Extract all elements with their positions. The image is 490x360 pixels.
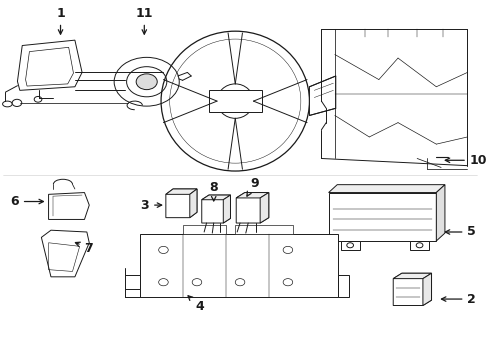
Circle shape — [12, 99, 22, 107]
Text: 11: 11 — [136, 7, 153, 34]
Polygon shape — [310, 76, 336, 116]
Polygon shape — [209, 90, 262, 112]
Polygon shape — [223, 195, 230, 223]
Circle shape — [235, 279, 245, 286]
Polygon shape — [329, 193, 436, 241]
Polygon shape — [49, 193, 89, 220]
Text: 9: 9 — [247, 177, 259, 196]
Polygon shape — [125, 275, 140, 289]
Polygon shape — [123, 68, 135, 94]
Text: 5: 5 — [445, 225, 476, 238]
Circle shape — [347, 243, 353, 248]
Polygon shape — [423, 273, 432, 306]
Text: 7: 7 — [75, 242, 93, 255]
Circle shape — [136, 74, 157, 90]
Circle shape — [283, 246, 293, 253]
Circle shape — [283, 279, 293, 286]
Polygon shape — [260, 193, 269, 223]
Polygon shape — [166, 189, 197, 194]
Polygon shape — [436, 185, 445, 241]
Circle shape — [126, 67, 167, 97]
Circle shape — [159, 279, 168, 286]
Polygon shape — [202, 195, 230, 200]
Circle shape — [416, 243, 423, 248]
Text: 4: 4 — [188, 296, 204, 313]
Polygon shape — [338, 275, 349, 297]
Circle shape — [114, 57, 179, 106]
Text: 3: 3 — [141, 199, 162, 212]
Polygon shape — [410, 241, 429, 250]
Polygon shape — [236, 193, 269, 198]
Text: 8: 8 — [209, 181, 218, 201]
Polygon shape — [235, 225, 293, 234]
Polygon shape — [18, 40, 82, 90]
Polygon shape — [236, 193, 269, 223]
Polygon shape — [393, 273, 432, 279]
Circle shape — [159, 246, 168, 253]
Circle shape — [192, 279, 202, 286]
Text: 1: 1 — [56, 7, 65, 34]
Polygon shape — [190, 189, 197, 218]
Polygon shape — [341, 241, 360, 250]
Text: 2: 2 — [441, 293, 476, 306]
Polygon shape — [166, 189, 197, 218]
Text: 6: 6 — [10, 195, 44, 208]
Polygon shape — [393, 273, 432, 306]
Circle shape — [34, 96, 42, 102]
Polygon shape — [183, 225, 226, 234]
Polygon shape — [329, 185, 445, 193]
Polygon shape — [41, 230, 89, 277]
Polygon shape — [202, 195, 230, 223]
Polygon shape — [140, 234, 338, 297]
Ellipse shape — [217, 84, 253, 118]
Text: 10: 10 — [445, 154, 488, 167]
